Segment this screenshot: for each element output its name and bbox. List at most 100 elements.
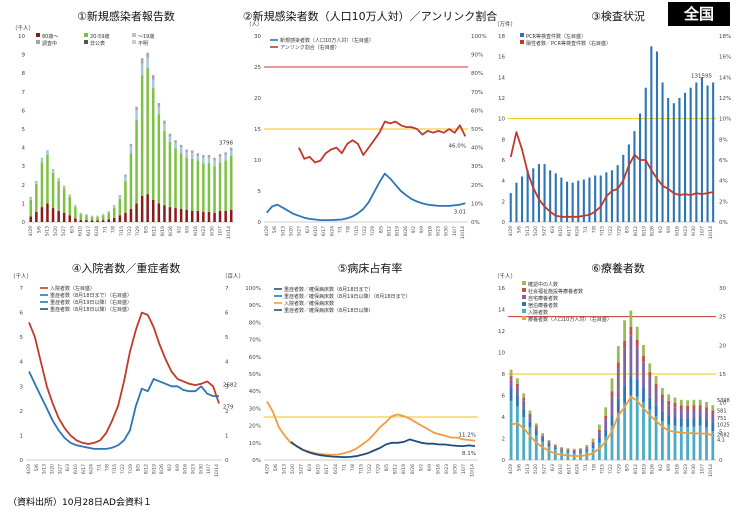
p1-bar-segment xyxy=(174,208,177,222)
p6-data-label: 581 xyxy=(717,409,727,415)
p1-bar-segment xyxy=(107,211,110,213)
p5-xtick-label: 9/30 xyxy=(453,464,459,474)
p3-legend: PCR等検査件数（左目盛）陽性者数／PCR等検査件数（右目盛） xyxy=(520,33,611,47)
p1-bar-segment xyxy=(40,157,44,159)
p5-ytick-left: 30% xyxy=(249,406,261,412)
p1-bar-segment xyxy=(202,155,205,158)
p1-xtick-label: 6/24 xyxy=(94,226,100,236)
p6-bar-segment xyxy=(679,426,683,460)
p1-bar-segment xyxy=(218,154,222,157)
p1-bar-segment xyxy=(118,195,122,196)
p6-bar-segment xyxy=(623,320,626,341)
p6-bar-segment xyxy=(661,388,664,395)
p6-bar-segment xyxy=(547,442,551,444)
p1-bar-segment xyxy=(113,217,116,222)
p3-xtick-label: 5/13 xyxy=(525,226,531,236)
p3-ytick-right: 14% xyxy=(719,75,731,81)
p5-xtick-label: 7/29 xyxy=(376,464,382,474)
p1-legend-swatch xyxy=(132,33,136,37)
p6-bar-segment xyxy=(673,403,677,408)
p6-bar-segment xyxy=(698,417,702,426)
p4-xtick-label: 5/27 xyxy=(57,464,63,474)
p6-bar-segment xyxy=(528,410,532,414)
p6-legend-label: 入院者数 xyxy=(528,309,548,316)
p1-bar-segment xyxy=(68,195,71,197)
p3-ytick-right: 2% xyxy=(719,199,728,205)
p2-xtick-label: 8/5 xyxy=(378,226,384,233)
p3-bar xyxy=(509,193,512,222)
p1-bar-segment xyxy=(191,158,194,211)
p1-bar-segment xyxy=(101,220,105,222)
p1-bar-segment xyxy=(174,140,177,143)
p1-bar-segment xyxy=(90,216,94,217)
p1-xtick-label: 9/23 xyxy=(201,226,207,236)
p6-xtick-label: 7/22 xyxy=(608,464,614,474)
p5-xtick-label: 8/26 xyxy=(410,464,416,474)
p6-bar-segment xyxy=(610,391,614,397)
p1-xtick-label: 6/10 xyxy=(78,226,84,236)
p2-ytick-right: 60% xyxy=(471,108,483,114)
p2-ytick-left: 10 xyxy=(254,158,261,164)
p1-bar-segment xyxy=(46,203,49,222)
p6-bar-segment xyxy=(698,405,702,410)
p1-data-label: 3798 xyxy=(219,141,233,147)
p1-bar-segment xyxy=(79,214,83,220)
p1-bar-segment xyxy=(163,124,166,131)
p1-bar-segment xyxy=(57,178,60,180)
p6-bar-segment xyxy=(616,346,620,363)
p3-legend-label: PCR等検査件数（左目盛） xyxy=(526,33,586,40)
p3-bar xyxy=(644,87,647,222)
p1-xtick-label: 7/29 xyxy=(135,226,141,236)
p2-unit: （人） xyxy=(246,21,263,28)
p6-xtick-label: 9/23 xyxy=(683,464,689,474)
p1-bar-segment xyxy=(79,219,83,222)
p6-bar-segment xyxy=(711,414,715,423)
p1-legend-label: ～19歳 xyxy=(138,33,154,40)
p6-legend-swatch xyxy=(522,288,526,292)
p6-bar-segment xyxy=(610,378,614,392)
p6-bar-segment xyxy=(629,310,633,327)
p1-xtick-label: 5/27 xyxy=(61,226,67,236)
p1-ytick-left: 7 xyxy=(22,90,26,96)
p6-bar-segment xyxy=(553,446,557,448)
p5-ytick-left: 20% xyxy=(249,424,261,430)
p6-bar-segment xyxy=(642,388,645,402)
p6-bar-segment xyxy=(591,441,595,443)
p4-legend: 入院者数（左目盛）重症者数（8月18日まで）（右目盛）重症者数（8月19日以降）… xyxy=(40,285,132,313)
p1-bar-segment xyxy=(218,156,222,163)
p4-xtick-label: 6/17 xyxy=(81,464,87,474)
p3-xtick-label: 6/17 xyxy=(566,226,572,236)
p6-bar-segment xyxy=(516,378,519,384)
p2-axes: 0 5 10 15 20 25 30 0% 10% 20% 30% 40% 50% 60% 70% 80% 90… xyxy=(254,34,487,239)
p1-bar-segment xyxy=(224,152,227,156)
p6-ytick-left: 4 xyxy=(502,415,506,421)
p3-xtick-label: 6/3 xyxy=(550,226,556,233)
p2-xtick-label: 9/9 xyxy=(419,226,425,233)
p1-xtick-label: 5/20 xyxy=(53,226,59,236)
p6-bar-segment xyxy=(616,368,620,399)
p6-xtick-label: 6/24 xyxy=(575,464,581,474)
p1-bar-segment xyxy=(74,205,77,207)
p6-bar-segment xyxy=(604,436,608,460)
p6-bar-segment xyxy=(541,438,544,442)
p4-xtick-label: 6/3 xyxy=(65,464,71,471)
p3-bar xyxy=(566,181,569,222)
p1-bar-segment xyxy=(101,214,105,215)
p3-xtick-label: 8/5 xyxy=(625,226,631,233)
p1-bar-segment xyxy=(202,157,205,164)
p6-unit: （千人） xyxy=(494,272,516,280)
p1-bar-segment xyxy=(51,172,55,208)
p3-bar xyxy=(667,98,670,222)
p6-bar-segment xyxy=(553,447,557,450)
p6-bar-segment xyxy=(591,438,595,442)
p2-xtick-label: 7/8 xyxy=(346,226,352,233)
p1-bar-segment xyxy=(101,214,105,216)
p4-xtick-label: 6/10 xyxy=(73,464,79,474)
p6-bar-segment xyxy=(516,406,519,461)
p1-bar-segment xyxy=(29,199,32,217)
p1-bar-segment xyxy=(218,210,222,222)
p6-bar-segment xyxy=(541,441,544,460)
p4-data-label: 2682 xyxy=(223,382,237,388)
p4-xtick-label: 9/16 xyxy=(183,464,189,474)
